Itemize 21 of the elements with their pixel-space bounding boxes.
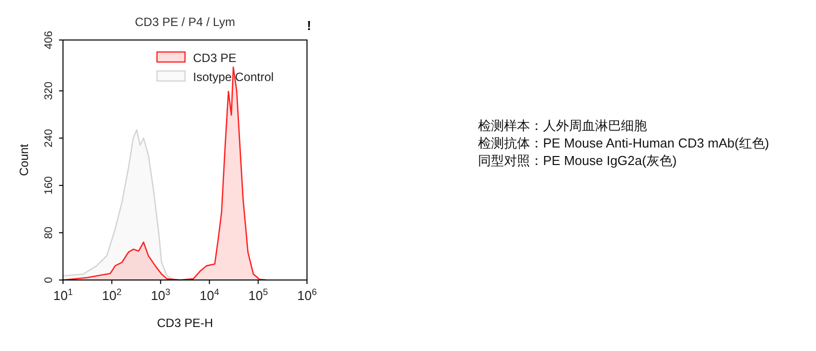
y-tick-label: 160 — [43, 176, 55, 195]
y-tick-label: 240 — [43, 128, 55, 148]
x-tick-label: 10$^{4}$ — [200, 287, 220, 303]
x-tick-label: 10$^{3}$ — [150, 287, 170, 303]
text: 检测样本：人外周血淋巴细胞 — [478, 118, 647, 133]
y-axis-title: Count — [17, 143, 31, 176]
legend-label: Isotype Control — [193, 70, 274, 84]
x-axis-title: CD3 PE-H — [156, 316, 214, 330]
x-tick-label: 10$^{1}$ — [53, 287, 73, 303]
y-tick-label: 320 — [43, 82, 55, 100]
x-tick-label: 10$^{6}$ — [297, 287, 317, 303]
y-tick-label: 0 — [43, 276, 55, 284]
chart-title: CD3 PE / P4 / Lym — [134, 15, 236, 29]
text: ! — [306, 18, 312, 33]
y-tick-label: 406 — [43, 30, 55, 50]
text: 同型对照：PE Mouse IgG2a(灰色) — [478, 153, 677, 168]
text: 检测抗体：PE Mouse Anti-Human CD3 mAb(红色) — [478, 136, 770, 150]
x-tick-label: 10$^{2}$ — [102, 287, 122, 303]
y-tick-label: 80 — [43, 226, 55, 239]
x-tick-label: 10$^{5}$ — [248, 287, 268, 303]
legend-label: CD3 PE — [193, 51, 236, 65]
